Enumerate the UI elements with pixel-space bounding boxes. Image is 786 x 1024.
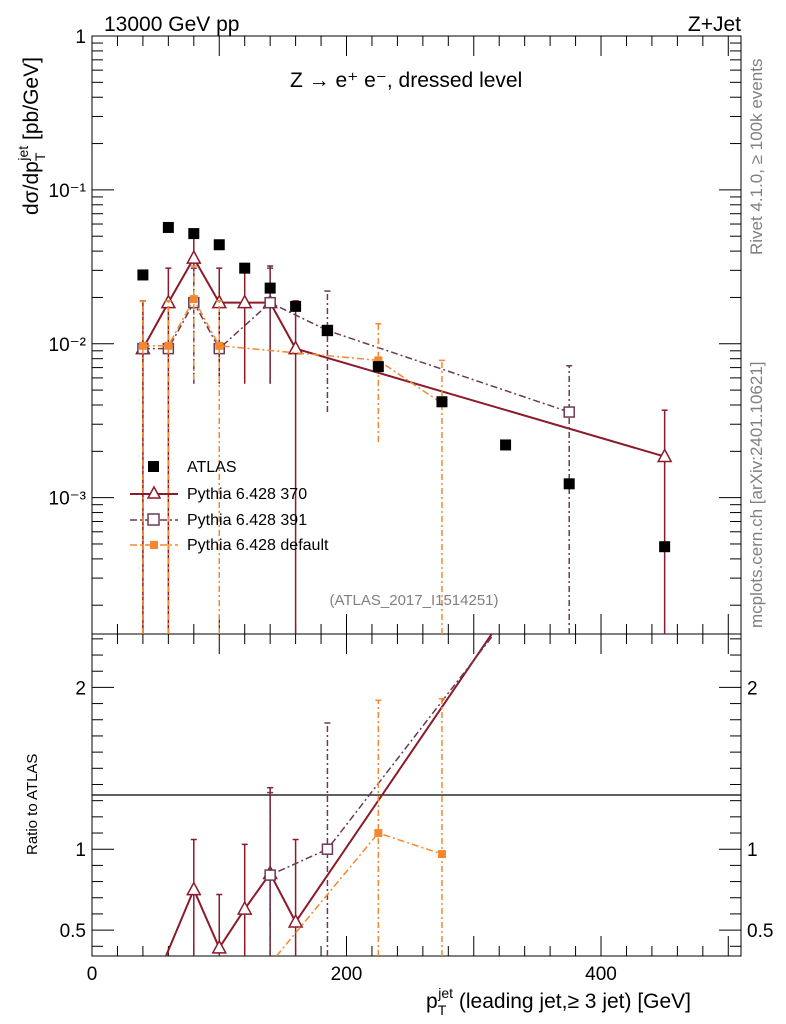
- main-ytick-labels: 1 10⁻¹ 10⁻² 10⁻³: [49, 27, 87, 510]
- main-ytick-label: 10⁻²: [49, 335, 87, 356]
- ratio-ytick-label-right: 1: [747, 840, 758, 861]
- data-point: [372, 361, 384, 373]
- legend-default-marker: [150, 541, 158, 549]
- data-point: [188, 228, 200, 240]
- series-3: [138, 265, 446, 634]
- ratio-ylabel: Ratio to ATLAS: [24, 754, 41, 855]
- data-point: [215, 341, 224, 350]
- analysis-id: (ATLAS_2017_I1514251): [329, 592, 498, 609]
- ratio-point: [374, 829, 383, 838]
- xtick-label: 0: [87, 964, 98, 985]
- series-line: [142, 301, 570, 413]
- ratio-point: [437, 850, 446, 859]
- data-point: [656, 447, 673, 463]
- legend-370: Pythia 6.428 370: [187, 486, 307, 503]
- data-point: [436, 396, 448, 408]
- header-right: Z+Jet: [688, 13, 741, 36]
- main-axis-ticks: [91, 35, 741, 634]
- main-ytick-label: 1: [75, 27, 86, 48]
- series-1: [135, 229, 673, 634]
- data-point: [500, 439, 512, 451]
- ratio-tick-labels: 0.5 0.5 1 1 2 2 0 200 400: [60, 678, 774, 985]
- ratio-point: [264, 869, 276, 881]
- ratio-point: [287, 913, 304, 928]
- data-point: [287, 340, 304, 355]
- main-series: [135, 221, 673, 634]
- data-point: [264, 282, 276, 294]
- ratio-ytick-label: 0.5: [60, 921, 86, 942]
- ratio-series-1: [264, 634, 495, 956]
- legend-391-marker: [147, 513, 160, 526]
- data-point: [138, 341, 147, 350]
- series-0: [137, 221, 671, 553]
- ratio-series: [164, 634, 495, 956]
- data-point: [186, 249, 202, 264]
- ratio-line: [269, 634, 495, 956]
- header-left: 13000 GeV pp: [104, 13, 239, 36]
- ratio-point: [236, 900, 253, 915]
- data-point: [213, 239, 225, 251]
- data-point: [239, 262, 251, 274]
- ratio-series-2: [275, 697, 446, 956]
- legend-default: Pythia 6.428 default: [187, 537, 329, 554]
- xtick-label: 400: [585, 964, 617, 985]
- series-2: [137, 267, 575, 634]
- data-point: [137, 269, 149, 281]
- data-point: [563, 478, 575, 490]
- data-point: [264, 296, 276, 309]
- data-point: [189, 295, 198, 304]
- data-point: [162, 221, 174, 233]
- main-ytick-label: 10⁻¹: [49, 181, 87, 202]
- data-point: [164, 341, 173, 350]
- series-line: [142, 297, 443, 404]
- data-point: [374, 356, 383, 365]
- legend-370-marker: [146, 485, 162, 499]
- ratio-point: [211, 939, 228, 954]
- main-ytick-label: 10⁻³: [49, 489, 87, 510]
- data-point: [290, 300, 302, 312]
- xtick-label: 200: [331, 964, 363, 985]
- mcplots-label: mcplots.cern.ch [arXiv:2401.10621]: [747, 362, 766, 628]
- ratio-ytick-label-right: 2: [747, 678, 758, 699]
- ratio-ytick-label: 2: [75, 678, 86, 699]
- xlabel: pTjet (leading jet,≥ 3 jet) [GeV]: [426, 985, 691, 1018]
- data-point: [321, 324, 333, 336]
- ratio-ytick-label-right: 0.5: [747, 921, 773, 942]
- legend-atlas-marker: [148, 461, 159, 472]
- series-line: [142, 256, 665, 458]
- process-label: Z → e⁺ e⁻, dressed level: [290, 69, 522, 92]
- ratio-point: [186, 881, 202, 896]
- legend-391: Pythia 6.428 391: [187, 512, 307, 529]
- main-ylabel: dσ/dpTjet [pb/GeV]: [15, 57, 48, 215]
- legend: ATLAS Pythia 6.428 370 Pythia 6.428 391 …: [130, 459, 329, 554]
- ratio-line: [275, 832, 443, 956]
- ratio-axis-ticks: [91, 634, 741, 956]
- ratio-ytick-label: 1: [75, 840, 86, 861]
- data-point: [563, 406, 575, 418]
- ratio-point: [321, 843, 334, 855]
- rivet-label: Rivet 4.1.0, ≥ 100k events: [747, 59, 766, 255]
- data-point: [236, 294, 253, 309]
- legend-atlas: ATLAS: [187, 459, 237, 476]
- data-point: [659, 541, 671, 553]
